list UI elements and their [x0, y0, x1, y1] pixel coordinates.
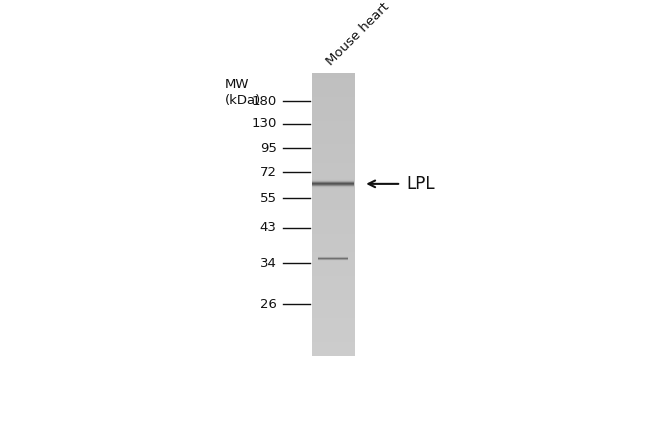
Bar: [312, 168, 354, 172]
Bar: [312, 318, 354, 323]
Bar: [312, 102, 354, 106]
Bar: [312, 295, 354, 300]
Text: 34: 34: [260, 257, 277, 270]
Bar: [312, 73, 354, 78]
Bar: [312, 257, 354, 262]
Bar: [312, 149, 354, 154]
Bar: [312, 323, 354, 328]
Bar: [312, 196, 354, 200]
Text: 180: 180: [252, 95, 277, 108]
Bar: [312, 271, 354, 276]
Bar: [312, 78, 354, 83]
Bar: [312, 238, 354, 243]
Bar: [312, 116, 354, 121]
Bar: [312, 243, 354, 248]
Bar: [312, 281, 354, 285]
Bar: [312, 352, 354, 356]
Bar: [312, 97, 354, 102]
Bar: [312, 121, 354, 125]
Bar: [312, 267, 354, 271]
Bar: [312, 285, 354, 290]
Text: 43: 43: [260, 221, 277, 234]
Bar: [312, 304, 354, 309]
Bar: [312, 229, 354, 234]
Bar: [312, 87, 354, 92]
Bar: [312, 314, 354, 318]
Bar: [312, 106, 354, 111]
Bar: [312, 333, 354, 337]
Bar: [312, 290, 354, 295]
Bar: [312, 163, 354, 168]
Bar: [312, 92, 354, 97]
Bar: [312, 309, 354, 314]
Bar: [312, 200, 354, 206]
Text: 72: 72: [260, 166, 277, 179]
Bar: [312, 300, 354, 304]
Bar: [312, 83, 354, 87]
Bar: [312, 187, 354, 191]
Bar: [312, 219, 354, 224]
Text: 55: 55: [260, 192, 277, 205]
Bar: [312, 224, 354, 229]
Bar: [312, 139, 354, 144]
Bar: [312, 158, 354, 163]
Bar: [312, 342, 354, 346]
Text: Mouse heart: Mouse heart: [324, 0, 392, 68]
Text: MW
(kDa): MW (kDa): [225, 78, 261, 107]
Bar: [312, 177, 354, 182]
Bar: [312, 144, 354, 149]
Bar: [312, 130, 354, 135]
Bar: [312, 276, 354, 281]
Bar: [312, 328, 354, 333]
Bar: [312, 262, 354, 267]
Bar: [312, 206, 354, 210]
Bar: [312, 346, 354, 352]
Bar: [312, 172, 354, 177]
Text: 95: 95: [260, 142, 277, 154]
Text: 26: 26: [260, 298, 277, 311]
Bar: [312, 248, 354, 252]
Bar: [312, 191, 354, 196]
Bar: [312, 111, 354, 116]
Bar: [312, 234, 354, 238]
Bar: [312, 337, 354, 342]
Bar: [312, 182, 354, 187]
Bar: [312, 125, 354, 130]
Bar: [312, 73, 354, 356]
Bar: [312, 252, 354, 257]
Text: 130: 130: [252, 117, 277, 130]
Bar: [312, 154, 354, 158]
Bar: [312, 135, 354, 139]
Bar: [312, 215, 354, 219]
Bar: [312, 210, 354, 215]
Text: LPL: LPL: [406, 175, 435, 193]
